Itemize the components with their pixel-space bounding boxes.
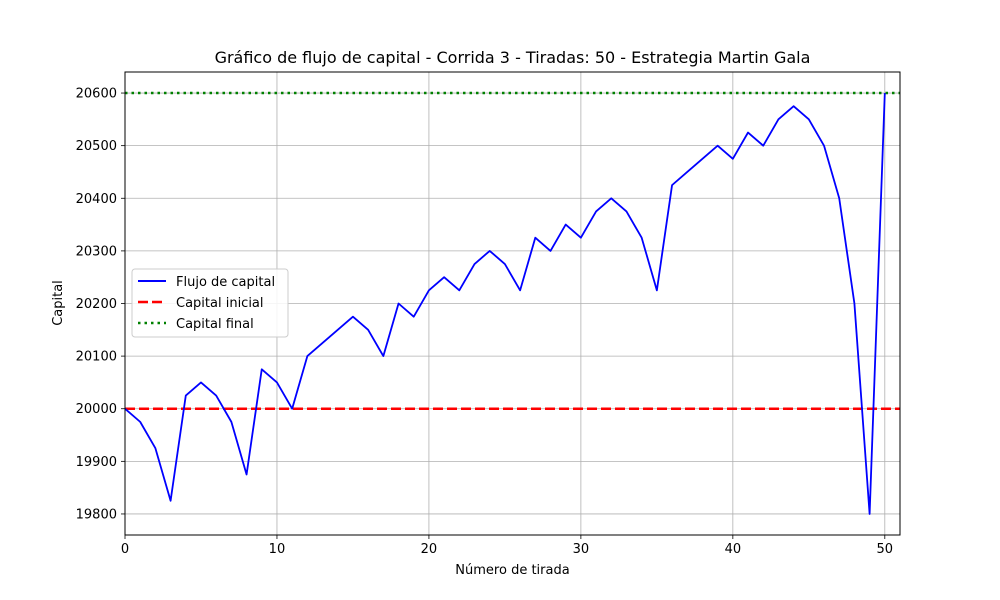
legend-label-inicial: Capital inicial (176, 296, 264, 311)
y-tick-label: 20300 (76, 244, 117, 259)
y-tick-label: 20000 (76, 402, 117, 417)
x-tick-label: 50 (877, 542, 894, 557)
legend-label-final: Capital final (176, 317, 254, 332)
y-tick-label: 19800 (76, 507, 117, 522)
x-tick-label: 0 (121, 542, 129, 557)
y-tick-label: 20200 (76, 297, 117, 312)
y-tick-label: 20600 (76, 87, 117, 102)
legend: Flujo de capital Capital inicial Capital… (131, 268, 289, 338)
x-tick-label: 40 (725, 542, 742, 557)
y-axis-label: Capital (51, 280, 66, 326)
x-axis-ticks: 0 10 20 30 40 50 (121, 535, 893, 557)
y-tick-label: 20500 (76, 139, 117, 154)
y-tick-label: 20100 (76, 350, 117, 365)
x-tick-label: 10 (269, 542, 286, 557)
legend-box (131, 268, 289, 338)
y-tick-label: 20400 (76, 192, 117, 207)
reference-lines (125, 91, 900, 410)
series-line-flujo-de-capital (124, 93, 886, 515)
legend-label-flujo: Flujo de capital (176, 275, 275, 290)
x-tick-label: 20 (421, 542, 438, 557)
y-tick-label: 19900 (76, 455, 117, 470)
chart-title: Gráfico de flujo de capital - Corrida 3 … (215, 48, 811, 67)
x-tick-label: 30 (573, 542, 590, 557)
y-axis-ticks: 19800 19900 20000 20100 20200 20300 20400 20500… (76, 87, 125, 522)
x-axis-label: Número de tirada (455, 563, 569, 578)
series-layer (124, 93, 886, 515)
